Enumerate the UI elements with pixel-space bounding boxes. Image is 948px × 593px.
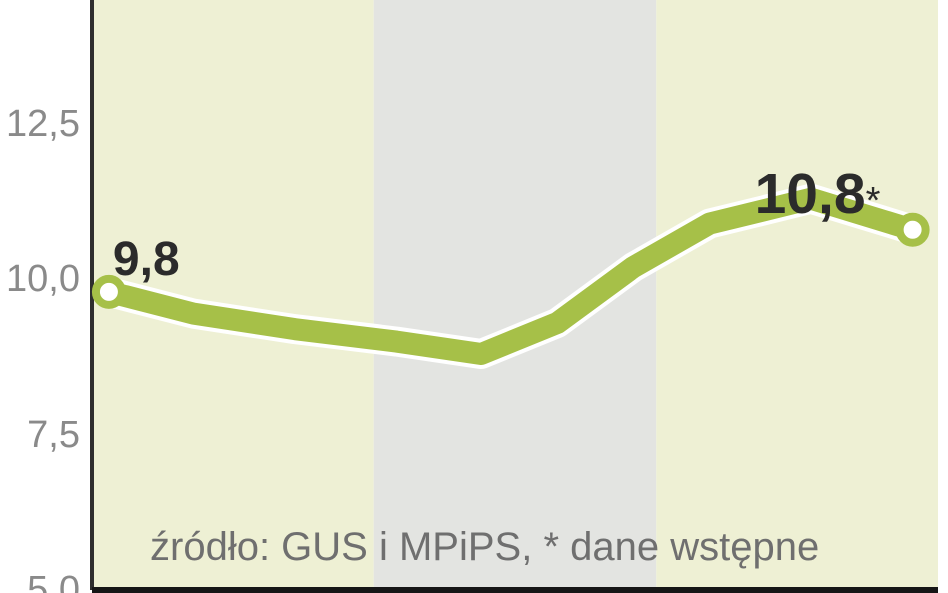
ytick-label: 5,0 (0, 571, 80, 593)
ytick-label: 12,5 (0, 105, 80, 143)
value-annot: * (866, 180, 881, 222)
ytick-label: 7,5 (0, 416, 80, 454)
value-label-end: 10,8* (755, 166, 881, 223)
value-text: 9,8 (113, 233, 180, 286)
value-label-start: 9,8 (113, 236, 180, 284)
chart-canvas (0, 0, 948, 593)
line-chart: 12,5 10,0 7,5 5,0 9,8 10,8* źródło: GUS … (0, 0, 948, 593)
ytick-label: 10,0 (0, 260, 80, 298)
source-note: źródło: GUS i MPiPS, * dane wstępne (150, 527, 819, 567)
value-text: 10,8 (755, 162, 866, 226)
